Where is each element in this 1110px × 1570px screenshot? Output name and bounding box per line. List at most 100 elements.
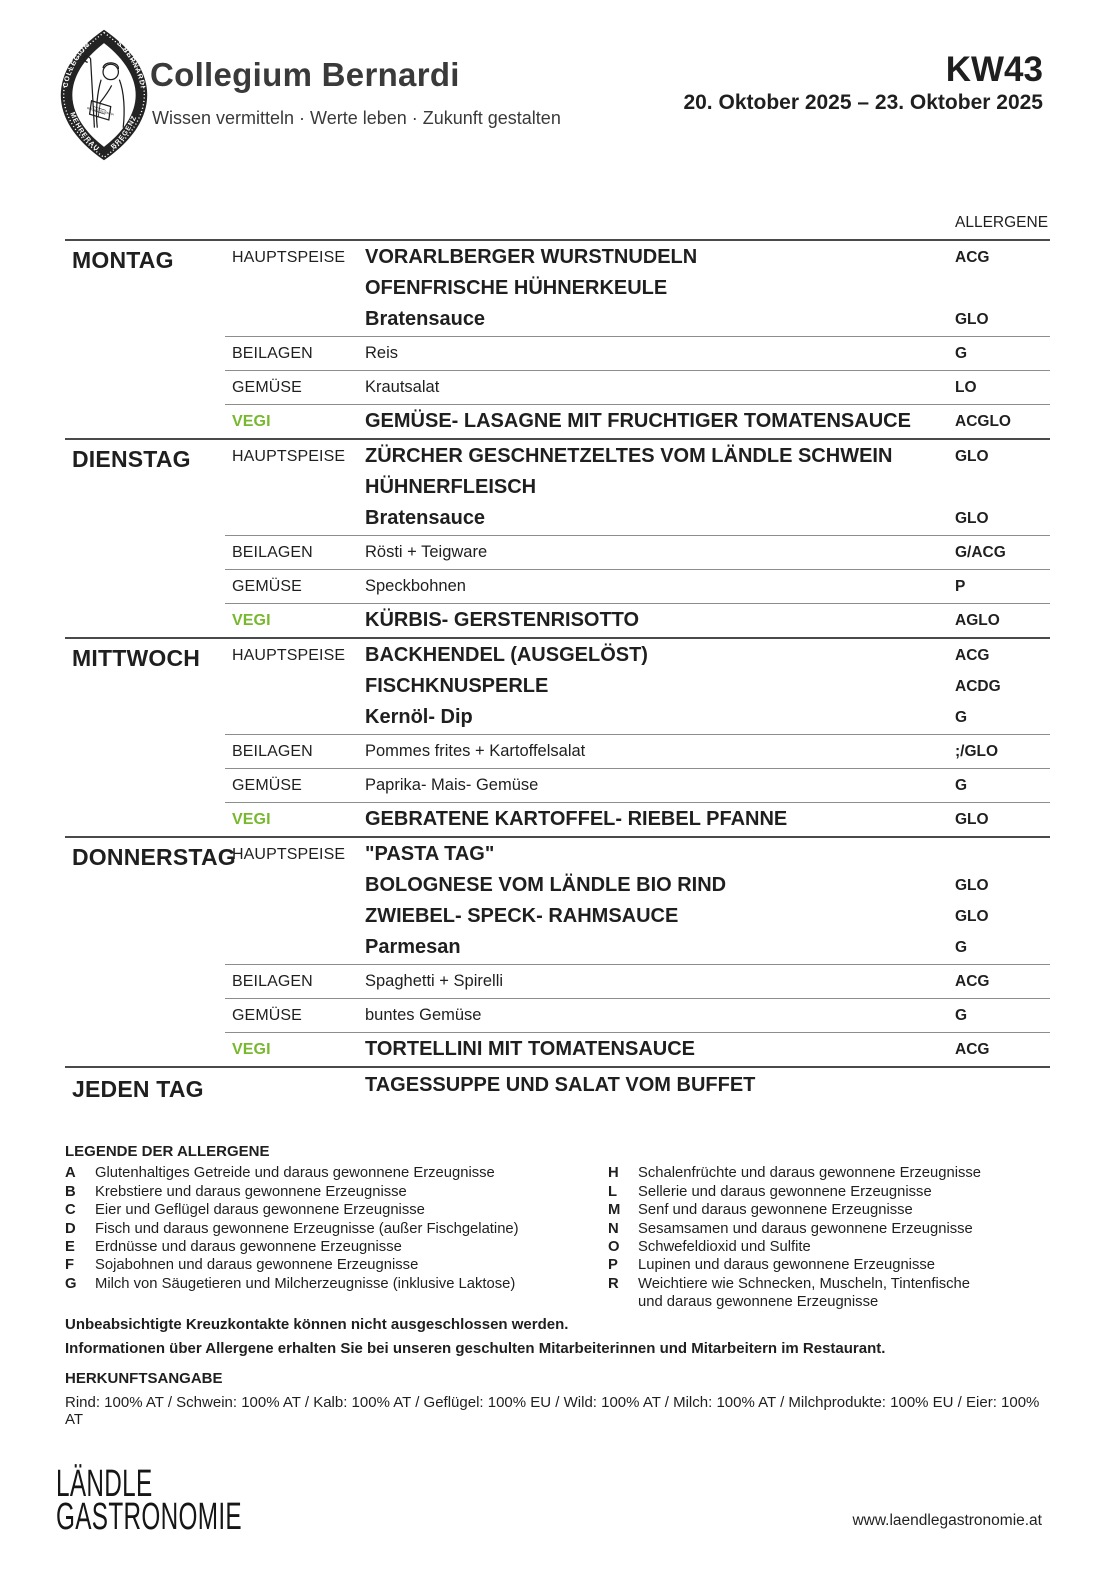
allergen-code: ACG [955, 972, 990, 990]
week-box: KW43 20. Oktober 2025 – 23. Oktober 2025 [683, 52, 1043, 115]
dish-text: FISCHKNUSPERLE [365, 675, 549, 697]
allergen-code: G [955, 938, 968, 956]
dish-text: GEBRATENE KARTOFFEL- RIEBEL PFANNE [365, 808, 788, 830]
dish-line: Krautsalat LO [358, 372, 1050, 403]
legend-entry: G Milch von Säugetieren und Milcherzeugni… [65, 1275, 608, 1293]
laendle-gastronomie-logo: LÄNDLE GASTRONOMIE [56, 1465, 347, 1536]
course-section: VEGI GEMÜSE- LASAGNE MIT FRUCHTIGER TOMAT… [225, 404, 1050, 438]
course-label: VEGI [232, 811, 271, 828]
everyday-dish: TAGESSUPPE UND SALAT VOM BUFFET [365, 1074, 756, 1096]
origin-text: Rind: 100% AT / Schwein: 100% AT / Kalb:… [65, 1394, 1040, 1428]
day-block: DONNERSTAG HAUPTSPEISE "PASTA TAG" BOLOGNES… [65, 836, 1050, 1066]
allergen-code: G [955, 708, 968, 726]
dish-text: Kernöl- Dip [365, 706, 473, 728]
course-section: GEMÜSE Speckbohnen P [225, 569, 1050, 603]
dish-line: BACKHENDEL (AUSGELÖST) ACG [358, 640, 1050, 671]
day-sections: HAUPTSPEISE "PASTA TAG" BOLOGNESE VOM LÄND… [225, 838, 1050, 1066]
course-label: BEILAGEN [232, 743, 313, 760]
origin-title: HERKUNFTSANGABE [65, 1370, 223, 1387]
dish-line: ZÜRCHER GESCHNETZELTES VOM LÄNDLE SCHWEI… [358, 441, 1050, 472]
dish-lines: KÜRBIS- GERSTENRISOTTO AGLO [358, 605, 1050, 636]
allergen-code: GLO [955, 310, 989, 328]
legend-code: R [608, 1275, 619, 1292]
allergen-code: G [955, 344, 968, 362]
dish-text: BOLOGNESE VOM LÄNDLE BIO RIND [365, 874, 727, 896]
seal-book-text: RELIGIO SCIENTIA [87, 106, 115, 117]
dish-text: OFENFRISCHE HÜHNERKEULE [365, 277, 668, 299]
dish-text: buntes Gemüse [365, 1006, 482, 1024]
allergene-column-header: ALLERGENE [955, 214, 1049, 231]
course-label: VEGI [232, 612, 271, 629]
dish-line: TORTELLINI MIT TOMATENSAUCE ACG [358, 1034, 1050, 1065]
collegium-bernardi-seal-icon: COLLEGIUM S.BERNARDI MEHRERAU BREGENZ [56, 26, 152, 164]
allergen-code: G/ACG [955, 543, 1006, 561]
course-section: VEGI KÜRBIS- GERSTENRISOTTO AGLO [225, 603, 1050, 637]
legend-code: F [65, 1257, 75, 1274]
course-section: HAUPTSPEISE ZÜRCHER GESCHNETZELTES VOM LÄ… [225, 440, 1050, 535]
menu-table: ALLERGENE MONTAG HAUPTSPEISE VORARLBERGER … [65, 214, 1050, 1115]
day-label: DONNERSTAG [72, 844, 236, 870]
dish-lines: GEBRATENE KARTOFFEL- RIEBEL PFANNE GLO [358, 804, 1050, 835]
course-section: BEILAGEN Pommes frites + Kartoffelsalat ;/… [225, 734, 1050, 768]
dish-line: Kernöl- Dip G [358, 702, 1050, 733]
dish-line: HÜHNERFLEISCH [358, 472, 1050, 503]
dish-line: Pommes frites + Kartoffelsalat ;/GLO [358, 736, 1050, 767]
day-label: MITTWOCH [72, 645, 201, 671]
legend-code: P [608, 1257, 618, 1274]
course-section: BEILAGEN Spaghetti + Spirelli ACG [225, 964, 1050, 998]
dish-lines: Paprika- Mais- Gemüse G [358, 770, 1050, 801]
allergen-code: ACGLO [955, 412, 1011, 430]
menu-days: MONTAG HAUPTSPEISE VORARLBERGER WURSTNUDEL… [65, 239, 1050, 1066]
legend-text: Glutenhaltiges Getreide und daraus gewon… [95, 1165, 495, 1182]
legend-title: LEGENDE DER ALLERGENE [65, 1143, 270, 1160]
website-link[interactable]: www.laendlegastronomie.at [852, 1512, 1042, 1529]
dish-lines: GEMÜSE- LASAGNE MIT FRUCHTIGER TOMATENSA… [358, 406, 1050, 437]
dish-line: Parmesan G [358, 932, 1050, 963]
course-label: VEGI [232, 1041, 271, 1058]
dish-line: Reis G [358, 338, 1050, 369]
dish-lines: buntes Gemüse G [358, 1000, 1050, 1031]
dish-lines: TORTELLINI MIT TOMATENSAUCE ACG [358, 1034, 1050, 1065]
allergen-code: GLO [955, 810, 989, 828]
day-label: JEDEN TAG [72, 1076, 204, 1102]
org-tagline: Wissen vermitteln · Werte leben · Zukunf… [152, 108, 561, 128]
day-sections: HAUPTSPEISE BACKHENDEL (AUSGELÖST) ACG FISC… [225, 639, 1050, 836]
course-section: HAUPTSPEISE "PASTA TAG" BOLOGNESE VOM LÄND… [225, 838, 1050, 964]
dish-text: Speckbohnen [365, 577, 466, 595]
legend-entry: O Schwefeldioxid und Sulfite [608, 1238, 1008, 1256]
course-section: GEMÜSE Paprika- Mais- Gemüse G [225, 768, 1050, 802]
legend-code: N [608, 1220, 619, 1237]
course-section: BEILAGEN Reis G [225, 336, 1050, 370]
dish-text: Rösti + Teigware [365, 543, 488, 561]
course-label: GEMÜSE [232, 379, 302, 396]
allergen-code: ACG [955, 248, 990, 266]
date-range: 20. Oktober 2025 – 23. Oktober 2025 [683, 91, 1043, 114]
dish-line: OFENFRISCHE HÜHNERKEULE [358, 273, 1050, 304]
legend-code: O [608, 1239, 620, 1256]
allergen-code: AGLO [955, 611, 1000, 629]
dish-line: Spaghetti + Spirelli ACG [358, 966, 1050, 997]
legend-text: Sesamsamen und daraus gewonnene Erzeugni… [638, 1220, 973, 1237]
note-line: Unbeabsichtigte Kreuzkontakte können nic… [65, 1316, 569, 1333]
legend-entry: F Sojabohnen und daraus gewonnene Erzeugn… [65, 1256, 608, 1274]
allergen-code: P [955, 577, 966, 595]
dish-line: KÜRBIS- GERSTENRISOTTO AGLO [358, 605, 1050, 636]
dish-line: Bratensauce GLO [358, 304, 1050, 335]
legend-text: Eier und Geflügel daraus gewonnene Erzeu… [95, 1202, 425, 1219]
legend-code: L [608, 1183, 618, 1200]
legend-text: Milch von Säugetieren und Milcherzeugnis… [95, 1275, 516, 1292]
legend-entry: E Erdnüsse und daraus gewonnene Erzeugnis… [65, 1238, 608, 1256]
dish-text: Reis [365, 344, 399, 362]
course-label: BEILAGEN [232, 973, 313, 990]
note-line: Informationen über Allergene erhalten Si… [65, 1340, 886, 1357]
allergen-code: ACG [955, 646, 990, 664]
course-label: HAUPTSPEISE [232, 647, 346, 664]
dish-text: KÜRBIS- GERSTENRISOTTO [365, 609, 640, 631]
legend-entry: N Sesamsamen und daraus gewonnene Erzeugn… [608, 1220, 1008, 1238]
dish-line: Speckbohnen P [358, 571, 1050, 602]
legend-column-left: A Glutenhaltiges Getreide und daraus gewo… [65, 1164, 608, 1311]
allergen-legend: LEGENDE DER ALLERGENE A Glutenhaltiges Ge… [65, 1143, 1050, 1312]
legend-entry: L Sellerie und daraus gewonnene Erzeugnis… [608, 1183, 1008, 1201]
day-label: MONTAG [72, 247, 174, 273]
allergen-code: G [955, 776, 968, 794]
